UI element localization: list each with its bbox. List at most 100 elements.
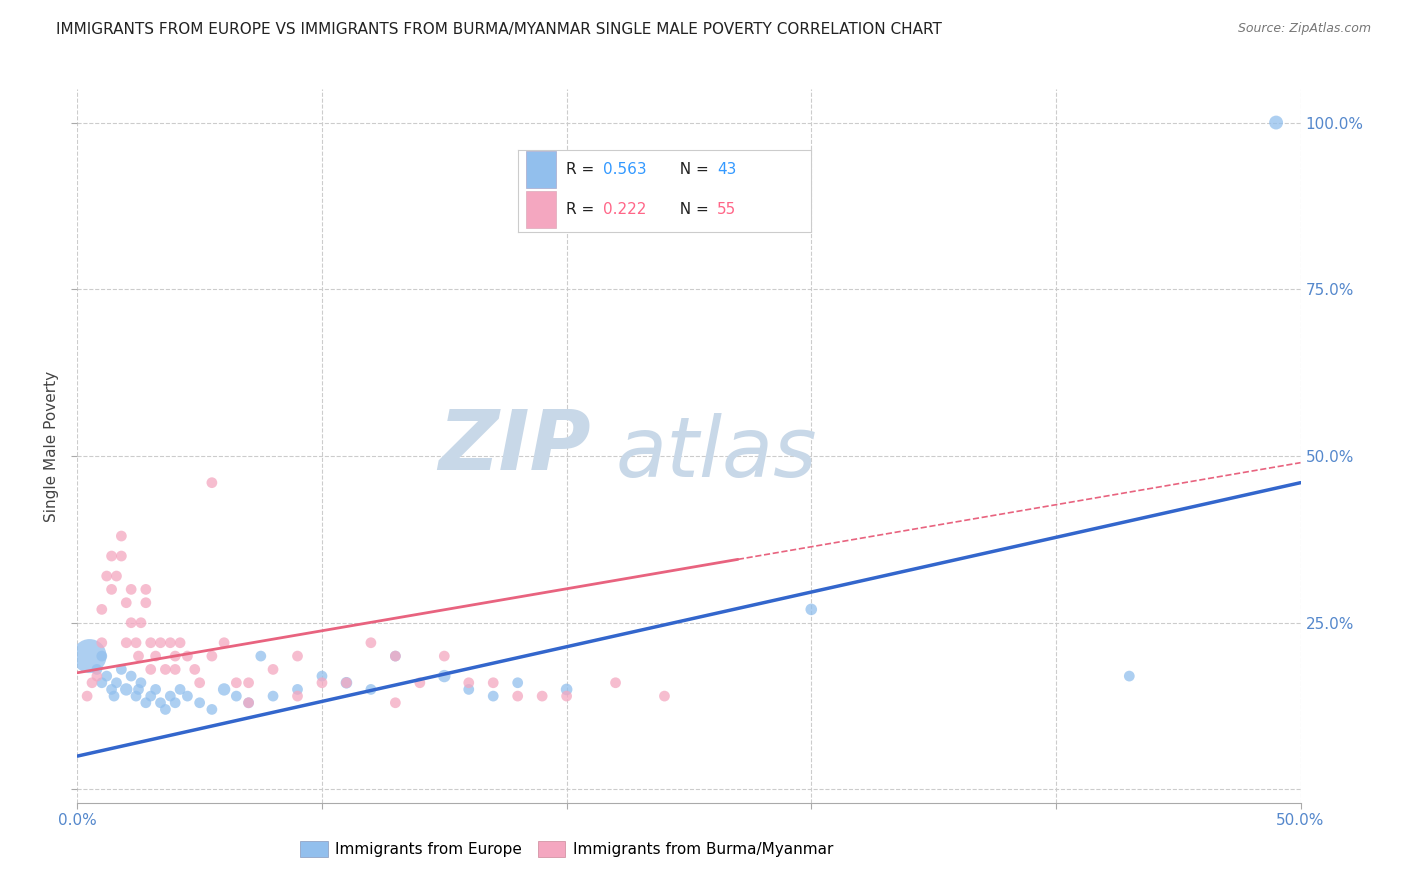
Point bbox=[384, 696, 406, 710]
Text: 0.563: 0.563 bbox=[603, 162, 647, 177]
Point bbox=[800, 602, 823, 616]
Point bbox=[457, 675, 479, 690]
Point bbox=[188, 675, 211, 690]
Point bbox=[129, 615, 152, 630]
Point bbox=[100, 582, 122, 597]
Point bbox=[110, 662, 132, 676]
Point bbox=[238, 696, 260, 710]
Point bbox=[212, 682, 235, 697]
Point bbox=[201, 475, 224, 490]
Point bbox=[287, 649, 309, 664]
Point bbox=[100, 682, 122, 697]
Point bbox=[506, 689, 529, 703]
Y-axis label: Single Male Poverty: Single Male Poverty bbox=[44, 370, 59, 522]
Point bbox=[110, 549, 132, 563]
Text: R =: R = bbox=[567, 202, 599, 218]
Point bbox=[110, 529, 132, 543]
FancyBboxPatch shape bbox=[526, 151, 555, 187]
Point bbox=[311, 669, 333, 683]
Point bbox=[360, 682, 382, 697]
Text: R =: R = bbox=[567, 162, 599, 177]
Text: 0.222: 0.222 bbox=[603, 202, 647, 218]
Point bbox=[105, 675, 128, 690]
Text: N =: N = bbox=[671, 202, 714, 218]
Point bbox=[188, 696, 211, 710]
Point bbox=[129, 675, 152, 690]
Point bbox=[90, 602, 112, 616]
Point bbox=[90, 649, 112, 664]
Point bbox=[482, 675, 505, 690]
Point bbox=[1265, 115, 1288, 129]
Point bbox=[165, 696, 187, 710]
Point bbox=[115, 596, 138, 610]
Point bbox=[457, 682, 479, 697]
Text: atlas: atlas bbox=[616, 413, 817, 493]
Point bbox=[311, 675, 333, 690]
Point bbox=[159, 689, 181, 703]
Point bbox=[135, 582, 157, 597]
Point bbox=[90, 636, 112, 650]
Point bbox=[139, 689, 162, 703]
Point bbox=[149, 636, 172, 650]
Point bbox=[149, 696, 172, 710]
Point bbox=[155, 662, 177, 676]
Point bbox=[145, 649, 167, 664]
Point bbox=[155, 702, 177, 716]
Point bbox=[555, 682, 578, 697]
Point bbox=[506, 675, 529, 690]
Point bbox=[100, 549, 122, 563]
Point bbox=[76, 689, 98, 703]
Point bbox=[605, 675, 627, 690]
Point bbox=[159, 636, 181, 650]
Point bbox=[335, 675, 357, 690]
Point bbox=[120, 582, 142, 597]
Point bbox=[169, 682, 191, 697]
Point bbox=[531, 689, 554, 703]
Point bbox=[238, 675, 260, 690]
Point bbox=[262, 689, 284, 703]
Point bbox=[201, 702, 224, 716]
Point bbox=[125, 689, 148, 703]
Point bbox=[482, 689, 505, 703]
Text: 43: 43 bbox=[717, 162, 737, 177]
Point bbox=[238, 696, 260, 710]
Point bbox=[225, 675, 247, 690]
Point bbox=[1118, 669, 1140, 683]
Point bbox=[201, 649, 224, 664]
Point bbox=[287, 689, 309, 703]
FancyBboxPatch shape bbox=[526, 191, 555, 227]
Text: ZIP: ZIP bbox=[439, 406, 591, 486]
Point bbox=[287, 682, 309, 697]
Point bbox=[120, 669, 142, 683]
Point bbox=[335, 675, 357, 690]
Point bbox=[105, 569, 128, 583]
Point bbox=[384, 649, 406, 664]
Point bbox=[139, 662, 162, 676]
Point bbox=[184, 662, 207, 676]
Point bbox=[115, 682, 138, 697]
Point bbox=[169, 636, 191, 650]
Point bbox=[145, 682, 167, 697]
Point bbox=[103, 689, 125, 703]
Point bbox=[433, 649, 456, 664]
Legend: Immigrants from Europe, Immigrants from Burma/Myanmar: Immigrants from Europe, Immigrants from … bbox=[294, 835, 839, 863]
Text: Source: ZipAtlas.com: Source: ZipAtlas.com bbox=[1237, 22, 1371, 36]
Point bbox=[135, 696, 157, 710]
Point bbox=[384, 649, 406, 664]
Point bbox=[96, 669, 118, 683]
Point bbox=[409, 675, 432, 690]
Point bbox=[139, 636, 162, 650]
Point bbox=[80, 675, 103, 690]
Point bbox=[90, 675, 112, 690]
Text: 55: 55 bbox=[717, 202, 737, 218]
Point bbox=[120, 615, 142, 630]
Point bbox=[128, 649, 150, 664]
Point bbox=[433, 669, 456, 683]
Point bbox=[250, 649, 273, 664]
Point bbox=[96, 569, 118, 583]
Point bbox=[176, 689, 198, 703]
Point bbox=[555, 689, 578, 703]
Point bbox=[654, 689, 676, 703]
Point bbox=[165, 649, 187, 664]
Point bbox=[360, 636, 382, 650]
